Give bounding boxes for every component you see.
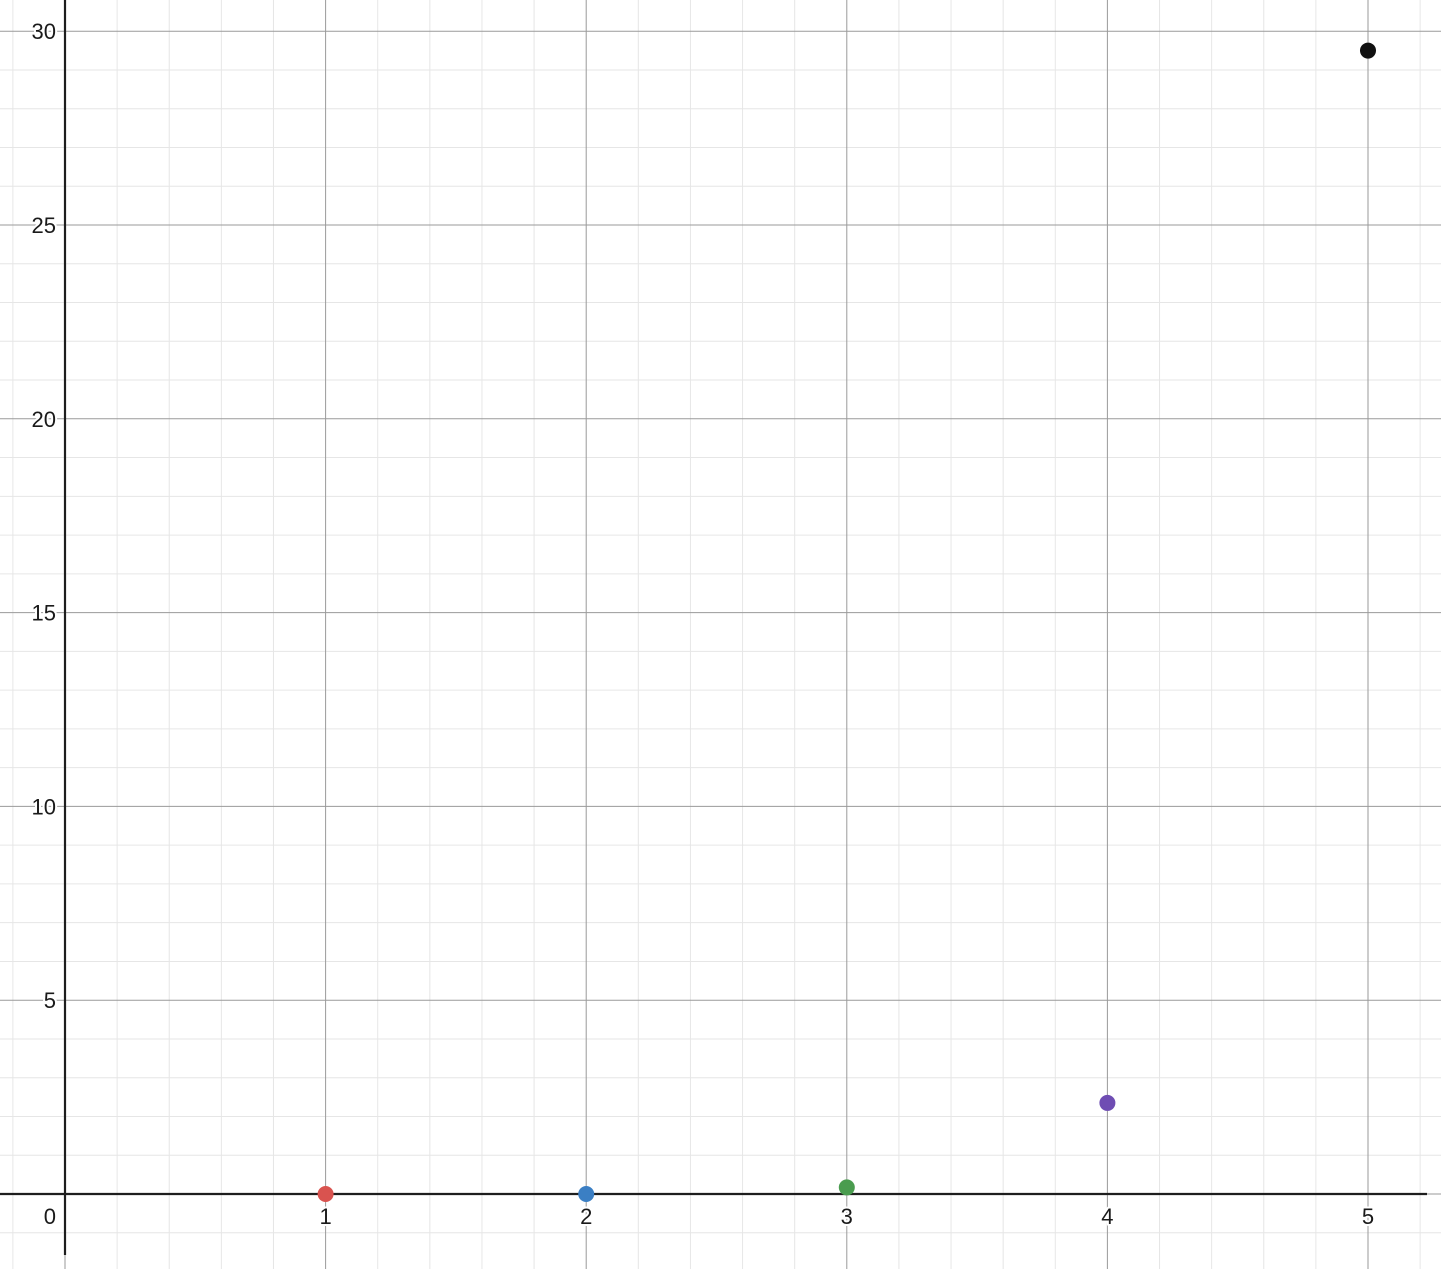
y-tick-label: 5 xyxy=(44,988,56,1013)
y-tick-label: 30 xyxy=(32,19,56,44)
x-tick-label: 5 xyxy=(1362,1204,1374,1229)
x-tick-label: 3 xyxy=(841,1204,853,1229)
x-tick-label: 4 xyxy=(1101,1204,1113,1229)
data-point[interactable] xyxy=(317,1186,334,1202)
tick-labels: 0 1 2 3 4 5 5 10 15 20 25 30 xyxy=(30,17,1377,1231)
y-tick-label: 10 xyxy=(32,794,56,819)
data-points xyxy=(317,42,1376,1202)
y-tick-label: 20 xyxy=(32,407,56,432)
data-point[interactable] xyxy=(1360,42,1376,59)
y-tick-label: 25 xyxy=(32,213,56,238)
axes xyxy=(0,0,1427,1255)
data-point[interactable] xyxy=(1099,1094,1116,1111)
x-tick-label: 2 xyxy=(580,1204,592,1229)
data-point[interactable] xyxy=(578,1186,595,1202)
origin-label: 0 xyxy=(44,1204,56,1229)
data-point[interactable] xyxy=(838,1179,855,1196)
y-tick-label: 15 xyxy=(32,601,56,626)
x-tick-label: 1 xyxy=(319,1204,331,1229)
